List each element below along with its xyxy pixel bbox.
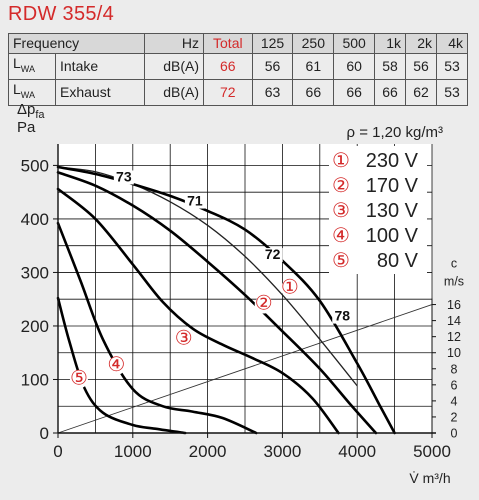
legend-label-3: 130 V	[366, 200, 419, 222]
sound-level-bg	[332, 309, 353, 324]
velocity-tick-label: 12	[447, 330, 461, 344]
series-line-5	[56, 296, 187, 435]
series-line-4	[56, 221, 258, 435]
series-marker-5: ⑤	[70, 367, 88, 389]
value-cell: 60	[333, 53, 376, 80]
chart-axes: 0 1000 2000 3000 4000 50000100200300400500V̇ …	[21, 124, 464, 486]
noise-table: Frequency Hz Total 125 250 500 1k 2k 4k …	[8, 33, 469, 106]
column-header-500: 500	[333, 33, 376, 54]
velocity-tick-label: 8	[451, 362, 458, 376]
value-cell: 63	[251, 78, 294, 106]
velocity-axis-label-unit: m/s	[444, 275, 464, 289]
series-marker-bg	[69, 370, 88, 389]
velocity-line	[57, 304, 433, 434]
sound-level-label: 72	[265, 246, 281, 262]
y-axis-label-line1: Δpfa	[17, 101, 45, 121]
noise-row-intake: LWA Intake dB(A) 66 56 61 60 58 56 53	[8, 53, 469, 80]
series-marker-bg	[174, 330, 193, 349]
legend-marker-3: ③	[332, 200, 350, 222]
y-tick-label: 400	[21, 210, 49, 229]
value-cell: 53	[435, 78, 469, 106]
unit-cell: dB(A)	[144, 53, 204, 80]
x-tick-label: 3000	[263, 442, 301, 461]
legend-label-5: 80 V	[377, 250, 419, 272]
legend-marker-5: ⑤	[332, 250, 350, 272]
series-marker-3: ③	[175, 327, 193, 349]
series-line-2	[56, 171, 378, 435]
series-marker-bg	[254, 295, 273, 314]
value-cell: 66	[374, 78, 406, 106]
sound-level-curves	[57, 166, 358, 387]
velocity-tick-label: 4	[451, 394, 458, 408]
velocity-tick-label: 14	[447, 314, 461, 328]
row-name-intake: Intake	[55, 53, 145, 80]
value-cell: 56	[251, 53, 294, 80]
y-tick-label: 100	[21, 370, 49, 389]
y-tick-label: 300	[21, 263, 49, 282]
column-header-2k: 2k	[405, 33, 437, 54]
sound-level-label: 73	[116, 168, 132, 184]
y-tick-label: 0	[40, 424, 49, 443]
total-cell: 72	[203, 78, 253, 106]
sound-level-bg	[113, 170, 134, 185]
x-tick-label: 4000	[338, 442, 376, 461]
noise-table-header-row: Frequency Hz Total 125 250 500 1k 2k 4k	[8, 33, 469, 54]
velocity-tick-label: 0	[451, 427, 458, 441]
y-tick-label: 500	[21, 156, 49, 175]
velocity-tick-label: 10	[447, 346, 461, 360]
y-tick-label: 200	[21, 317, 49, 336]
x-tick-label: 0	[53, 442, 62, 461]
unit-cell: dB(A)	[144, 78, 204, 106]
sound-level-label: 71	[187, 193, 203, 209]
legend-label-4: 100 V	[366, 225, 419, 247]
series-marker-1: ①	[281, 277, 299, 299]
series-marker-bg	[107, 357, 126, 376]
sound-level-curve	[57, 166, 358, 387]
legend-label-2: 170 V	[366, 175, 419, 197]
sound-level-bg	[262, 248, 283, 263]
legend-label-1: 230 V	[366, 150, 419, 172]
legend-box	[329, 146, 427, 274]
x-tick-label: 1000	[114, 442, 152, 461]
lwa-label: LWA	[8, 78, 56, 106]
series-marker-4: ④	[107, 354, 125, 376]
x-axis-label: V̇ m³/h	[409, 470, 450, 486]
chart-legend: ① 230 V ② 170 V ③ 130 V ④ 100 V ⑤ 80 V	[329, 146, 427, 274]
velocity-tick-label: 6	[451, 378, 458, 392]
velocity-axis-label-top: c	[451, 257, 457, 271]
x-tick-label: 5000	[413, 442, 451, 461]
value-cell: 61	[292, 53, 335, 80]
series-marker-2: ②	[255, 293, 273, 315]
series-line-3	[56, 187, 340, 435]
column-header-hz: Hz	[144, 33, 204, 54]
y-axis-label-unit: Pa	[17, 119, 36, 136]
velocity-reference-line	[57, 304, 433, 434]
column-header-frequency: Frequency	[8, 33, 145, 54]
legend-marker-4: ④	[332, 225, 350, 247]
legend-marker-2: ②	[332, 175, 350, 197]
column-header-250: 250	[292, 33, 335, 54]
column-header-1k: 1k	[374, 33, 406, 54]
legend-marker-1: ①	[332, 150, 350, 172]
total-cell: 66	[203, 53, 253, 80]
x-tick-label: 2000	[189, 442, 227, 461]
series-marker-bg	[280, 279, 299, 298]
sound-level-bg	[184, 194, 205, 209]
sound-level-label: 78	[334, 308, 350, 324]
velocity-tick-label: 16	[447, 298, 461, 312]
density-label: ρ = 1,20 kg/m³	[347, 124, 444, 141]
column-header-4k: 4k	[435, 33, 469, 54]
pressure-curves	[56, 165, 396, 435]
velocity-tick-label: 2	[451, 410, 458, 424]
page-title: RDW 355/4	[8, 3, 115, 25]
noise-row-exhaust: LWA Exhaust dB(A) 72 63 66 66 66 62 53	[8, 78, 469, 106]
